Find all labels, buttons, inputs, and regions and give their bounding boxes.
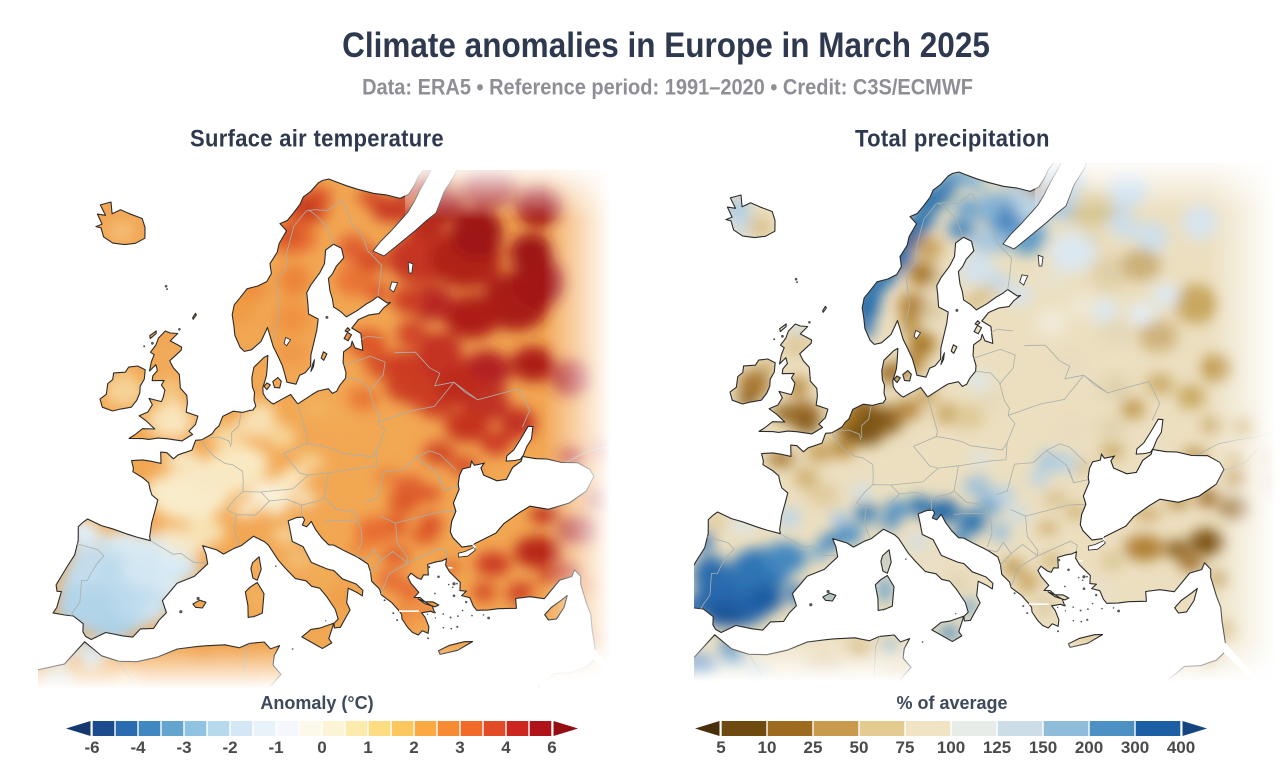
svg-text:150: 150 bbox=[1029, 738, 1057, 757]
svg-text:25: 25 bbox=[804, 738, 823, 757]
svg-text:100: 100 bbox=[937, 738, 965, 757]
svg-text:50: 50 bbox=[850, 738, 869, 757]
svg-text:6: 6 bbox=[547, 738, 556, 757]
svg-text:% of average: % of average bbox=[896, 693, 1007, 713]
svg-text:125: 125 bbox=[983, 738, 1011, 757]
svg-text:5: 5 bbox=[716, 738, 725, 757]
svg-text:3: 3 bbox=[455, 738, 464, 757]
svg-text:200: 200 bbox=[1075, 738, 1103, 757]
svg-text:4: 4 bbox=[501, 738, 511, 757]
svg-text:300: 300 bbox=[1121, 738, 1149, 757]
svg-text:400: 400 bbox=[1167, 738, 1195, 757]
svg-text:-3: -3 bbox=[176, 738, 191, 757]
svg-text:-6: -6 bbox=[84, 738, 99, 757]
svg-text:0: 0 bbox=[317, 738, 326, 757]
svg-text:10: 10 bbox=[758, 738, 777, 757]
svg-text:-2: -2 bbox=[222, 738, 237, 757]
svg-text:1: 1 bbox=[363, 738, 372, 757]
svg-text:75: 75 bbox=[896, 738, 915, 757]
svg-text:-1: -1 bbox=[268, 738, 283, 757]
svg-text:2: 2 bbox=[409, 738, 418, 757]
svg-text:Anomaly (°C): Anomaly (°C) bbox=[260, 693, 373, 713]
svg-text:-4: -4 bbox=[130, 738, 146, 757]
